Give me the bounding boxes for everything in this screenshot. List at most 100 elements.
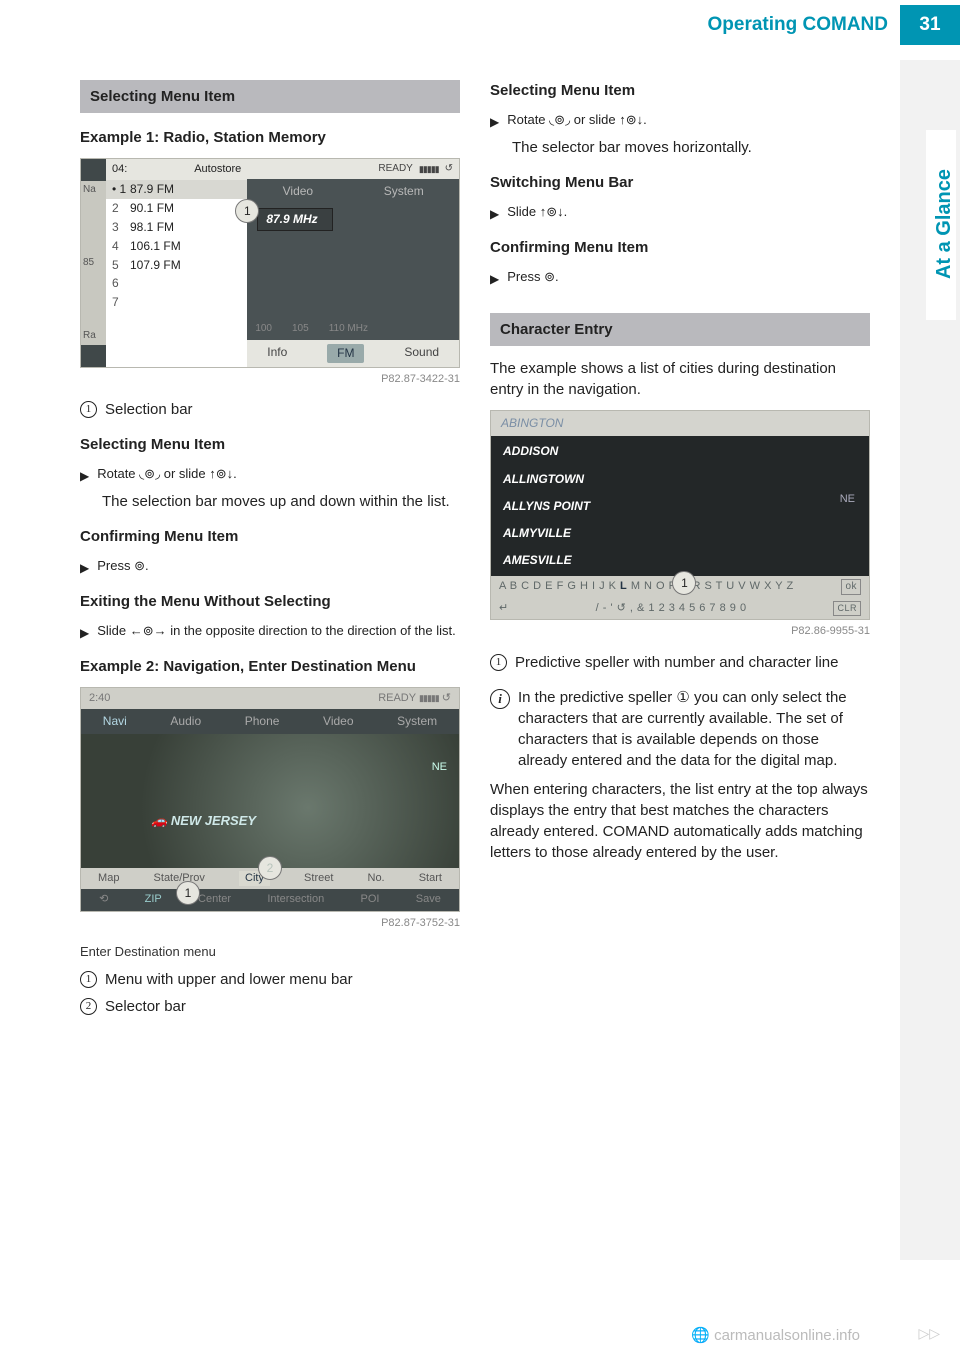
fig2-m3-poi: POI — [361, 892, 380, 907]
fig1-scale-105: 105 — [292, 322, 309, 336]
fig3-top: ABINGTON — [491, 411, 869, 436]
right-callout-1-text: Predictive speller with number and chara… — [515, 652, 839, 673]
fig1-menu-video: Video — [283, 183, 313, 200]
step-marker-icon: ▶ — [490, 271, 499, 288]
fig2-m3-zip: ZIP — [145, 892, 162, 907]
callout-2b-text: Selector bar — [105, 996, 186, 1017]
band-character-entry: Character Entry — [490, 313, 870, 346]
figure-radio-station-memory: Na 85 Ra 04: Autostore • 187.9 FM 290.1 … — [80, 158, 460, 368]
band-selecting-menu-item: Selecting Menu Item — [80, 80, 460, 113]
fig1-idx2: 2 — [112, 200, 130, 217]
right-sub3-title: Confirming Menu Item — [490, 237, 870, 258]
callout-2a-num: 1 — [80, 971, 97, 988]
fig1-ready: READY — [378, 162, 412, 176]
fig1-idx3: 3 — [112, 219, 130, 236]
fig2-m3-center: Center — [198, 892, 231, 907]
example2-title: Example 2: Navigation, Enter Destination… — [80, 656, 460, 677]
right-sub2-title: Switching Menu Bar — [490, 172, 870, 193]
fig3-ok: ok — [841, 579, 861, 595]
fig3-kb-row2: / - ' ↺ , & 1 2 3 4 5 6 7 8 9 0 — [596, 601, 747, 616]
callout-1-num: 1 — [80, 401, 97, 418]
loop-icon: ↺ — [442, 692, 451, 704]
fig2-menu-phone: Phone — [245, 713, 280, 730]
fig2-menu-system: System — [397, 713, 437, 730]
fig1-preset-1: 87.9 FM — [130, 181, 174, 198]
fig2-time: 2:40 — [89, 691, 110, 706]
next-page-icon: ▷▷ — [918, 1324, 940, 1344]
callout-2a-text: Menu with upper and lower menu bar — [105, 969, 353, 990]
left-sub3-step: Slide ←⊚→ in the opposite direction to t… — [97, 622, 455, 640]
side-tab-text: At a Glance — [930, 164, 958, 284]
fig1-bottom-info: Info — [267, 344, 287, 363]
fig1-time: 04: — [112, 162, 127, 177]
fig3-kb-hi: L — [620, 580, 627, 592]
left-sub2-title: Confirming Menu Item — [80, 526, 460, 547]
footer-watermark: 🌐 carmanualsonline.info — [691, 1325, 860, 1346]
fig3-list-2: ALLYNS POINT — [503, 498, 857, 515]
fig1-scale-110: 110 MHz — [329, 322, 368, 336]
fig3-clr: CLR — [833, 601, 861, 616]
fig1-scale-100: 100 — [255, 322, 272, 336]
left-sub1-step: Rotate ◟⊚◞ or slide ↑⊚↓. — [97, 465, 237, 483]
side-tab: At a Glance — [926, 130, 956, 320]
step-marker-icon: ▶ — [490, 114, 499, 131]
fig2-m2-no: No. — [368, 871, 385, 886]
fig1-stub-na: Na — [83, 183, 104, 197]
example1-title: Example 1: Radio, Station Memory — [80, 127, 460, 148]
signal-bars-icon: ▮▮▮▮▮ — [419, 693, 439, 703]
fig2-menu-video: Video — [323, 713, 353, 730]
fig1-idx7: 7 — [112, 294, 130, 311]
figure-nav-destination: 2:40 READY ▮▮▮▮▮ ↺ Navi Audio Phone Vide… — [80, 687, 460, 912]
fig1-stub-85: 85 — [83, 256, 104, 270]
fig1-bottom-fm: FM — [327, 344, 364, 363]
left-sub2-step: Press ⊚. — [97, 557, 148, 575]
fig2-m2-map: Map — [98, 871, 119, 886]
fig2-m3-intersection: Intersection — [267, 892, 324, 907]
fig2-m3-save: Save — [416, 892, 441, 907]
fig1-autostore: Autostore — [194, 162, 241, 177]
right-callout-1-num: 1 — [490, 654, 507, 671]
fig1-menu-system: System — [384, 183, 424, 200]
fig1-caption: P82.87-3422-31 — [80, 372, 460, 387]
fig1-preset-4: 106.1 FM — [130, 238, 181, 255]
fig3-list-1: ALLINGTOWN — [503, 471, 857, 488]
fig1-preset-2: 90.1 FM — [130, 200, 174, 217]
step-marker-icon: ▶ — [80, 468, 89, 485]
callout-1-text: Selection bar — [105, 399, 193, 420]
fig2-m2-start: Start — [419, 871, 442, 886]
fig3-kb-back: ↵ — [499, 601, 509, 616]
fig2-menu-navi: Navi — [103, 713, 127, 730]
fig2-m2-street: Street — [304, 871, 333, 886]
right-intro: The example shows a list of cities durin… — [490, 358, 870, 400]
fig3-list-3: ALMYVILLE — [503, 525, 857, 542]
fig2-ne: NE — [432, 760, 447, 775]
signal-bars-icon: ▮▮▮▮▮ — [419, 163, 439, 176]
right-sub1-body: The selector bar moves horizontally. — [512, 137, 870, 158]
page-header: Operating COMAND 31 — [708, 0, 960, 50]
fig1-presets: • 187.9 FM 290.1 FM 398.1 FM 4106.1 FM 5… — [106, 180, 247, 367]
loop-icon: ↺ — [445, 162, 453, 176]
header-title: Operating COMAND — [708, 12, 901, 39]
left-sub3-title: Exiting the Menu Without Selecting — [80, 591, 460, 612]
fig1-preset-5: 107.9 FM — [130, 257, 181, 274]
fig3-caption: P82.86-9955-31 — [490, 624, 870, 639]
page-number: 31 — [900, 5, 960, 45]
left-sub1-title: Selecting Menu Item — [80, 434, 460, 455]
callout-2b-num: 2 — [80, 998, 97, 1015]
left-sub1-body: The selection bar moves up and down with… — [102, 491, 460, 512]
right-sub1-title: Selecting Menu Item — [490, 80, 870, 101]
right-para2: When entering characters, the list entry… — [490, 779, 870, 863]
info-icon: i — [490, 689, 510, 709]
fig3-list-4: AMESVILLE — [503, 552, 857, 569]
fig2-callout-2: 2 — [258, 856, 282, 880]
fig2-caption: P82.87-3752-31 — [80, 916, 460, 931]
fig1-bottom-sound: Sound — [404, 344, 439, 363]
fig1-idx6: 6 — [112, 275, 130, 292]
fig1-idx4: 4 — [112, 238, 130, 255]
right-sub1-step: Rotate ◟⊚◞ or slide ↑⊚↓. — [507, 111, 647, 129]
left-column: Selecting Menu Item Example 1: Radio, St… — [80, 80, 460, 1023]
step-marker-icon: ▶ — [80, 560, 89, 577]
fig2-menu-audio: Audio — [170, 713, 201, 730]
fig2-callout-1: 1 — [176, 881, 200, 905]
fig1-preset-3: 98.1 FM — [130, 219, 174, 236]
